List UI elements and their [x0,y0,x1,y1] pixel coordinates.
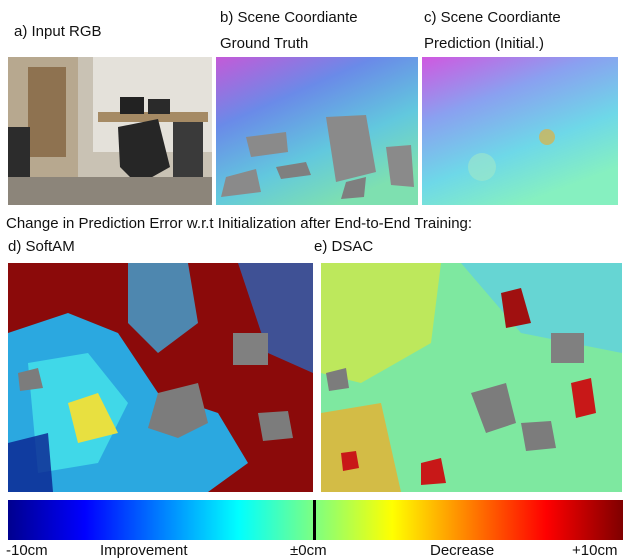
panel-label: Prediction (Initial.) [424,35,544,53]
panel-label: e) DSAC [314,238,373,256]
figure: a) Input RGB b) Scene Coordiante Ground … [0,0,623,560]
ground-truth-image [216,57,418,205]
colorbar-label: -10cm [6,542,48,560]
panel-label: c) Scene Coordiante [424,9,561,27]
prediction-image [422,57,618,205]
colorbar [8,500,623,540]
panel-label: b) Scene Coordiante [220,9,358,27]
rgb-image [8,57,212,205]
panel-label: d) SoftAM [8,238,75,256]
colorbar-label: Improvement [100,542,188,560]
panel-label: Ground Truth [220,35,308,53]
panel-label: a) Input RGB [14,23,102,41]
colorbar-label: +10cm [572,542,617,560]
softam-error-map [8,263,313,492]
section-title: Change in Prediction Error w.r.t Initial… [6,215,472,233]
colorbar-label: ±0cm [290,542,327,560]
colorbar-label: Decrease [430,542,494,560]
dsac-error-map [321,263,622,492]
